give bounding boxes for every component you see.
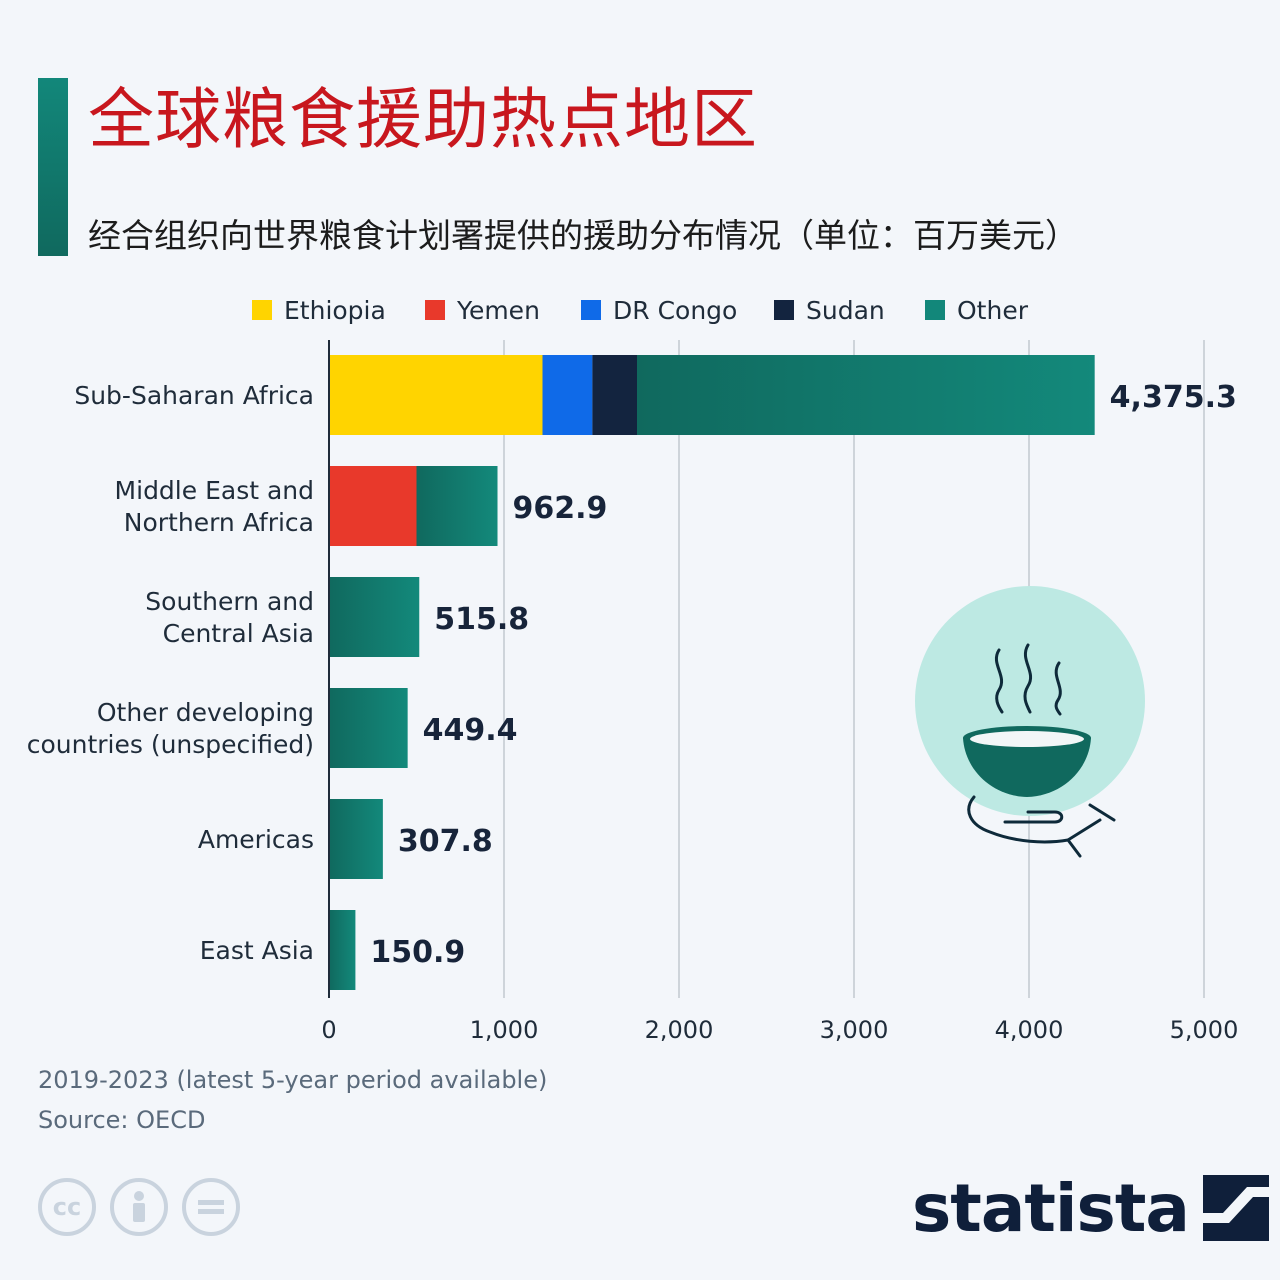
chart-subtitle: 经合组织向世界粮食计划署提供的援助分布情况（单位：百万美元） xyxy=(88,216,1078,255)
bars xyxy=(328,340,1095,998)
source-note: Source: OECD xyxy=(38,1106,206,1134)
legend-swatch-other xyxy=(925,300,945,320)
period-note: 2019-2023 (latest 5-year period availabl… xyxy=(38,1066,548,1094)
x-tick-label: 4,000 xyxy=(995,1016,1064,1044)
bar-segment-dr-congo xyxy=(542,355,593,435)
legend-label-dr-congo: DR Congo xyxy=(613,295,738,325)
bar-segment-other xyxy=(329,910,356,990)
bar-value-label: 150.9 xyxy=(370,935,465,970)
gridlines xyxy=(503,340,1205,998)
x-tick-label: 3,000 xyxy=(820,1016,889,1044)
bar-segment-ethiopia xyxy=(329,355,543,435)
legend-swatch-dr-congo xyxy=(581,300,601,320)
license-icons: cc xyxy=(38,1178,240,1236)
category-label: East Asia xyxy=(200,936,314,965)
legend-label-ethiopia: Ethiopia xyxy=(284,295,386,325)
legend-swatch-ethiopia xyxy=(252,300,272,320)
title-accent-bar xyxy=(38,78,68,256)
no-derivatives-icon[interactable] xyxy=(182,1178,240,1236)
statista-logo[interactable]: statista xyxy=(912,1168,1269,1248)
bar-segment-sudan xyxy=(592,355,637,435)
labels: 0 1,000 2,000 3,000 4,000 5,000 4,375.3 Sub-Sah… xyxy=(27,380,1239,1044)
bar-segment-other xyxy=(329,799,383,879)
x-tick-label: 5,000 xyxy=(1170,1016,1239,1044)
category-label: Other developing countries (unspecified) xyxy=(27,698,314,759)
legend-label-sudan: Sudan xyxy=(806,295,885,325)
bar-segment-other xyxy=(637,355,1095,435)
bar-value-label: 4,375.3 xyxy=(1110,380,1237,415)
category-label: Southern and Central Asia xyxy=(145,587,314,648)
bar-segment-other xyxy=(329,577,420,657)
x-tick-label: 1,000 xyxy=(470,1016,539,1044)
bar-segment-yemen xyxy=(329,466,417,546)
chart-title: 全球粮食援助热点地区 xyxy=(88,81,758,158)
legend-label-yemen: Yemen xyxy=(457,295,540,325)
bar-segment-other xyxy=(416,466,498,546)
x-tick-label: 2,000 xyxy=(645,1016,714,1044)
category-label: Middle East and Northern Africa xyxy=(115,476,314,537)
legend-item-yemen: Yemen xyxy=(425,290,540,330)
legend-item-sudan: Sudan xyxy=(774,290,885,330)
bar-value-label: 515.8 xyxy=(434,602,529,637)
bar-value-label: 449.4 xyxy=(423,713,518,748)
legend-label-other: Other xyxy=(957,295,1028,325)
attribution-icon[interactable] xyxy=(110,1178,168,1236)
category-label: Sub-Saharan Africa xyxy=(74,381,314,410)
legend: Ethiopia Yemen DR Congo Sudan Other xyxy=(0,290,1280,330)
legend-swatch-sudan xyxy=(774,300,794,320)
x-tick-label: 0 xyxy=(321,1016,336,1044)
statista-logo-icon xyxy=(1202,1175,1269,1241)
food-aid-bowl-icon xyxy=(915,586,1145,858)
brand-name: statista xyxy=(912,1169,1190,1247)
legend-item-dr-congo: DR Congo xyxy=(581,290,737,330)
legend-item-other: Other xyxy=(925,290,1028,330)
legend-swatch-yemen xyxy=(425,300,445,320)
bar-value-label: 307.8 xyxy=(398,824,493,859)
bar-segment-other xyxy=(329,688,408,768)
legend-item-ethiopia: Ethiopia xyxy=(252,290,386,330)
category-label: Americas xyxy=(198,825,314,854)
cc-icon[interactable]: cc xyxy=(38,1178,96,1236)
bar-value-label: 962.9 xyxy=(513,491,608,526)
